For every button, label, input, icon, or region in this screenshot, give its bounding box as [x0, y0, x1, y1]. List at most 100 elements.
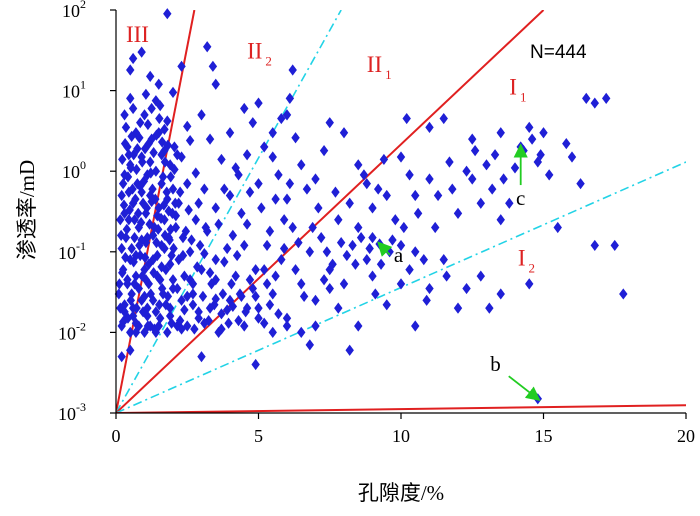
data-point [248, 282, 257, 295]
data-point [433, 189, 443, 202]
data-point [314, 202, 323, 214]
data-point [120, 306, 129, 318]
data-point [590, 239, 599, 252]
data-point [126, 64, 135, 76]
data-point [271, 270, 280, 282]
data-point [268, 127, 277, 139]
x-tick-label: 5 [254, 426, 263, 446]
data-point [143, 118, 153, 131]
data-point [191, 167, 200, 179]
data-point [136, 117, 145, 129]
data-point [536, 149, 545, 161]
y-tick-label: 100 [62, 158, 86, 182]
data-point [251, 290, 260, 302]
data-point [138, 156, 147, 168]
boundary-line-2 [116, 10, 342, 413]
data-point [184, 204, 193, 216]
data-point [123, 312, 133, 324]
data-point [211, 293, 220, 305]
data-point [228, 229, 238, 241]
data-point [148, 229, 158, 241]
data-point [197, 109, 206, 121]
annotation-arrow-b [508, 375, 541, 402]
data-point [527, 133, 537, 145]
data-point [371, 288, 380, 300]
boundary-line-5 [116, 404, 686, 413]
data-point [277, 254, 286, 266]
data-point [225, 294, 235, 306]
data-point [308, 221, 317, 234]
data-point [297, 159, 306, 171]
data-point [185, 134, 195, 147]
data-point [190, 323, 199, 335]
data-point [153, 223, 163, 235]
data-point [288, 221, 297, 234]
data-point [126, 344, 135, 356]
data-point [331, 186, 340, 198]
data-point [539, 127, 548, 139]
data-point [262, 278, 272, 290]
data-point [200, 183, 209, 195]
data-point [297, 326, 306, 338]
data-point [146, 156, 155, 168]
data-point [222, 242, 232, 255]
data-point [311, 173, 320, 185]
data-point [183, 320, 192, 332]
data-point [131, 270, 141, 282]
data-point [129, 256, 138, 268]
boundary-line-1 [116, 10, 196, 413]
data-point [177, 323, 186, 335]
data-point [140, 251, 150, 264]
data-point [144, 258, 153, 270]
data-point [496, 288, 505, 300]
x-tick-label: 15 [535, 426, 553, 446]
data-point [525, 121, 534, 133]
data-point [163, 290, 173, 302]
boundary-line-3 [116, 10, 545, 413]
data-point [268, 288, 277, 300]
data-point [319, 145, 329, 157]
data-point [205, 302, 215, 314]
data-point [165, 234, 174, 246]
data-point [141, 88, 151, 100]
y-tick-label: 10-1 [58, 239, 86, 263]
data-point [325, 117, 334, 129]
data-point [140, 290, 149, 302]
data-point [124, 214, 134, 226]
data-point [251, 264, 260, 276]
data-point [188, 299, 198, 311]
data-point [117, 351, 126, 363]
data-point [142, 202, 151, 214]
data-point [177, 294, 186, 306]
data-point [396, 239, 406, 252]
data-point [166, 171, 175, 183]
data-point [439, 112, 448, 125]
data-point [339, 278, 349, 290]
data-point [254, 97, 263, 109]
data-point [118, 267, 127, 279]
data-point [129, 149, 138, 161]
data-point [168, 86, 178, 98]
data-point [442, 270, 451, 282]
data-point [237, 290, 246, 302]
data-point [288, 64, 297, 76]
y-axis-title: 渗透率/mD [15, 160, 39, 260]
data-point [339, 127, 349, 139]
data-point [147, 102, 156, 115]
data-point [121, 251, 130, 264]
data-point [214, 326, 223, 338]
data-point [396, 278, 406, 290]
data-point [419, 254, 428, 266]
data-point [382, 299, 391, 311]
data-point [217, 308, 226, 320]
data-point [156, 212, 166, 224]
data-point [485, 302, 494, 314]
data-point [525, 278, 534, 290]
data-point [161, 299, 171, 311]
data-point [173, 149, 182, 161]
data-point [201, 221, 210, 234]
data-point [590, 97, 599, 109]
data-point [126, 254, 135, 266]
data-point [217, 323, 226, 335]
